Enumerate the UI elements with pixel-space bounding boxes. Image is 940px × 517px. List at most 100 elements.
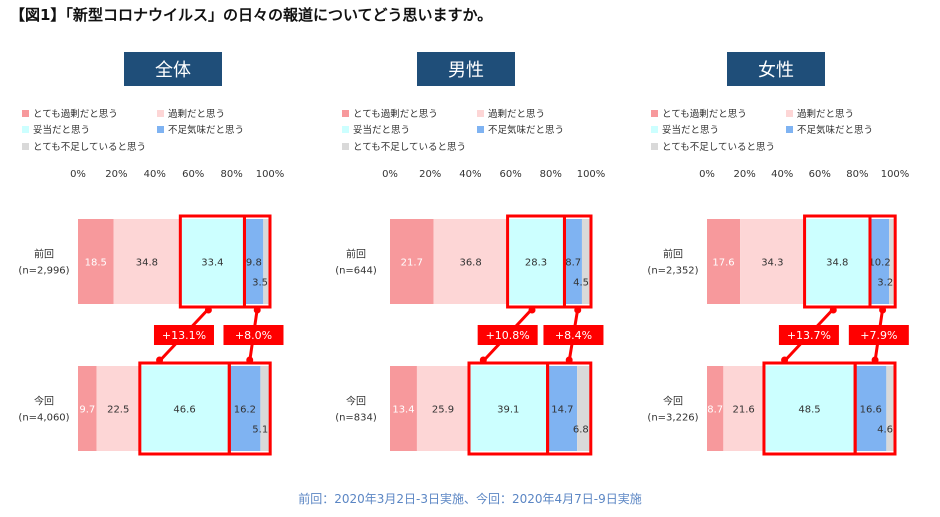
- legend-swatch: [477, 126, 484, 133]
- bar-segment: [263, 219, 270, 304]
- x-tick-label: 80%: [846, 169, 868, 180]
- bar-segment: [96, 366, 140, 451]
- x-tick-label: 100%: [256, 169, 285, 180]
- segment-value-label: 21.7: [401, 258, 423, 269]
- change-value-label: +13.1%: [162, 329, 206, 342]
- bar-segment: [564, 219, 582, 304]
- x-tick-label: 40%: [459, 169, 481, 180]
- change-label-box: [153, 325, 214, 345]
- segment-value-label: 4.6: [877, 425, 893, 436]
- row-sample-size: (n=2,352): [647, 266, 698, 277]
- bar-segment: [707, 219, 741, 304]
- segment-value-label: 16.6: [860, 405, 882, 416]
- x-tick-label: 80%: [540, 169, 562, 180]
- segment-value-label: 18.5: [85, 258, 107, 269]
- legend-swatch: [651, 110, 658, 117]
- bar-segment: [507, 219, 565, 304]
- row-label: 前回: [346, 248, 366, 261]
- change-label-box: [848, 325, 909, 345]
- figure-title: 【図1】「新型コロナウイルス」の日々の報道についてどう思いますか。: [10, 6, 493, 24]
- bar-segment: [139, 366, 230, 451]
- bar-segment: [855, 366, 887, 451]
- bar-segment: [763, 366, 856, 451]
- panel-title: 全体: [155, 60, 191, 81]
- segment-value-label: 9.8: [246, 258, 262, 269]
- change-arrow-head: [871, 356, 879, 364]
- legend-label: 過剰だと思う: [797, 108, 854, 120]
- bar-segment: [390, 366, 417, 451]
- x-tick-label: 0%: [699, 169, 715, 180]
- segment-value-label: 33.4: [201, 258, 223, 269]
- x-tick-label: 80%: [220, 169, 242, 180]
- legend-swatch: [786, 110, 793, 117]
- change-arrow-head: [246, 356, 254, 364]
- bar-segment: [113, 219, 181, 304]
- row-sample-size: (n=4,060): [18, 413, 69, 424]
- panel-title: 男性: [448, 60, 484, 81]
- legend-label: 妥当だと思う: [662, 124, 719, 136]
- bar-segment: [577, 366, 591, 451]
- x-tick-label: 60%: [182, 169, 204, 180]
- bar-segment: [78, 366, 97, 451]
- legend-label: とても過剰だと思う: [33, 108, 118, 120]
- segment-value-label: 9.7: [79, 405, 95, 416]
- change-label-box: [778, 325, 839, 345]
- segment-value-label: 34.3: [761, 258, 783, 269]
- segment-value-label: 21.6: [733, 405, 755, 416]
- change-arrow-head: [829, 306, 837, 314]
- legend-swatch: [22, 126, 29, 133]
- x-tick-label: 40%: [771, 169, 793, 180]
- legend-swatch: [342, 126, 349, 133]
- row-label: 今回: [34, 395, 54, 408]
- legend-label: とても不足していると思う: [353, 142, 466, 153]
- row-sample-size: (n=834): [335, 413, 377, 424]
- change-value-label: +13.7%: [787, 329, 831, 342]
- legend-label: 過剰だと思う: [168, 108, 225, 120]
- bar-segment: [244, 219, 264, 304]
- change-arrow-head: [156, 356, 164, 364]
- change-arrow-head: [574, 306, 582, 314]
- bar-segment: [547, 366, 578, 451]
- legend-label: とても過剰だと思う: [662, 108, 747, 120]
- legend-label: とても過剰だと思う: [353, 108, 438, 120]
- bar-segment: [869, 219, 890, 304]
- x-tick-label: 100%: [881, 169, 910, 180]
- bar-segment: [229, 366, 261, 451]
- bar-segment: [707, 366, 724, 451]
- legend-label: 妥当だと思う: [33, 124, 90, 136]
- row-sample-size: (n=3,226): [647, 413, 698, 424]
- x-tick-label: 40%: [144, 169, 166, 180]
- bar-segment: [180, 219, 245, 304]
- legend-swatch: [342, 110, 349, 117]
- legend-label: とても不足していると思う: [33, 142, 146, 153]
- change-value-label: +10.8%: [486, 329, 530, 342]
- x-tick-label: 20%: [105, 169, 127, 180]
- row-label: 前回: [34, 248, 54, 261]
- change-label-box: [223, 325, 284, 345]
- legend-swatch: [651, 143, 658, 150]
- change-value-label: +8.0%: [235, 329, 272, 342]
- segment-value-label: 16.2: [234, 405, 256, 416]
- segment-value-label: 34.8: [826, 258, 848, 269]
- segment-value-label: 17.6: [712, 258, 734, 269]
- x-tick-label: 0%: [382, 169, 398, 180]
- segment-value-label: 25.9: [432, 405, 454, 416]
- bar-segment: [390, 219, 434, 304]
- row-sample-size: (n=2,996): [18, 266, 69, 277]
- segment-value-label: 3.2: [877, 278, 893, 289]
- bar-segment: [723, 366, 764, 451]
- change-label-box: [477, 325, 538, 345]
- legend-label: 不足気味だと思う: [488, 124, 564, 136]
- segment-value-label: 4.5: [573, 278, 589, 289]
- segment-value-label: 36.8: [459, 258, 481, 269]
- segment-value-label: 14.7: [551, 405, 573, 416]
- legend-label: 不足気味だと思う: [168, 124, 244, 136]
- legend-swatch: [22, 143, 29, 150]
- change-arrow-head: [565, 356, 573, 364]
- row-sample-size: (n=644): [335, 266, 377, 277]
- legend-swatch: [157, 110, 164, 117]
